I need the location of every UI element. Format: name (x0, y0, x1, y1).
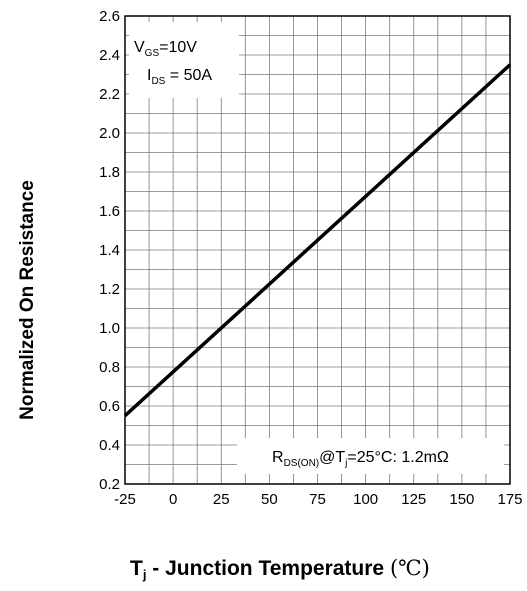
tick-labels: -25 0 25 50 75 100 125 150 175 0.2 0.4 0.6 0.8 1.0 1.2… (99, 8, 522, 508)
rds-value: =25°C: 1.2mΩ (347, 449, 449, 466)
y-tick-label: 1.2 (99, 281, 120, 298)
y-tick-label: 2.2 (99, 86, 120, 103)
vgs-annotation: VGS=10V (134, 39, 197, 59)
y-tick-label: 2.4 (99, 47, 120, 64)
y-tick-label: 2.6 (99, 8, 120, 25)
ids-symbol: I (147, 67, 151, 84)
x-tick-label: 175 (497, 491, 522, 508)
y-tick-label: 1.4 (99, 242, 120, 259)
rds-annotation-box: RDS(ON)@Tj=25°C: 1.2mΩ (237, 438, 504, 474)
rds-box-bg (237, 438, 504, 474)
x-axis-unit: (℃) (389, 556, 430, 580)
x-axis-label: Tj - Junction Temperature (℃) (130, 556, 430, 582)
y-tick-label: 0.4 (99, 437, 120, 454)
rds-annotation: RDS(ON)@Tj=25°C: 1.2mΩ (272, 449, 449, 469)
rds-tj-sub: j (344, 458, 347, 469)
series-layer (123, 63, 512, 418)
y-tick-label: 0.2 (99, 476, 120, 493)
rds-sub: DS(ON) (284, 458, 320, 469)
ids-value: = 50A (165, 67, 212, 84)
grid-lines (125, 16, 510, 484)
y-axis-label-text: Normalized On Resistance (17, 180, 38, 420)
x-axis-text: - Junction Temperature (146, 557, 390, 580)
rds-at: @T (319, 449, 345, 466)
conditions-box: VGS=10V IDS = 50A (129, 22, 239, 98)
y-tick-label: 1.0 (99, 320, 120, 337)
x-tick-label: 0 (169, 491, 177, 508)
vgs-sub: GS (145, 48, 160, 59)
vgs-symbol: V (134, 39, 145, 56)
y-tick-label: 1.6 (99, 203, 120, 220)
plot-frame (124, 15, 511, 485)
series-line (123, 63, 512, 418)
ids-sub: DS (151, 76, 165, 87)
x-tick-label: 100 (353, 491, 378, 508)
x-tick-label: 75 (309, 491, 326, 508)
x-axis-sub: j (142, 567, 147, 582)
ids-annotation: IDS = 50A (147, 67, 212, 87)
y-tick-label: 2.0 (99, 125, 120, 142)
y-tick-label: 0.6 (99, 398, 120, 415)
rds-symbol: R (272, 449, 284, 466)
conditions-box-bg (129, 22, 239, 98)
x-tick-label: 150 (449, 491, 474, 508)
x-tick-label: 25 (213, 491, 230, 508)
x-axis-symbol: T (130, 557, 143, 580)
y-tick-label: 0.8 (99, 359, 120, 376)
x-tick-label: -25 (114, 491, 136, 508)
y-tick-label: 1.8 (99, 164, 120, 181)
x-tick-label: 125 (401, 491, 426, 508)
x-tick-label: 50 (261, 491, 278, 508)
vgs-value: =10V (159, 39, 197, 56)
